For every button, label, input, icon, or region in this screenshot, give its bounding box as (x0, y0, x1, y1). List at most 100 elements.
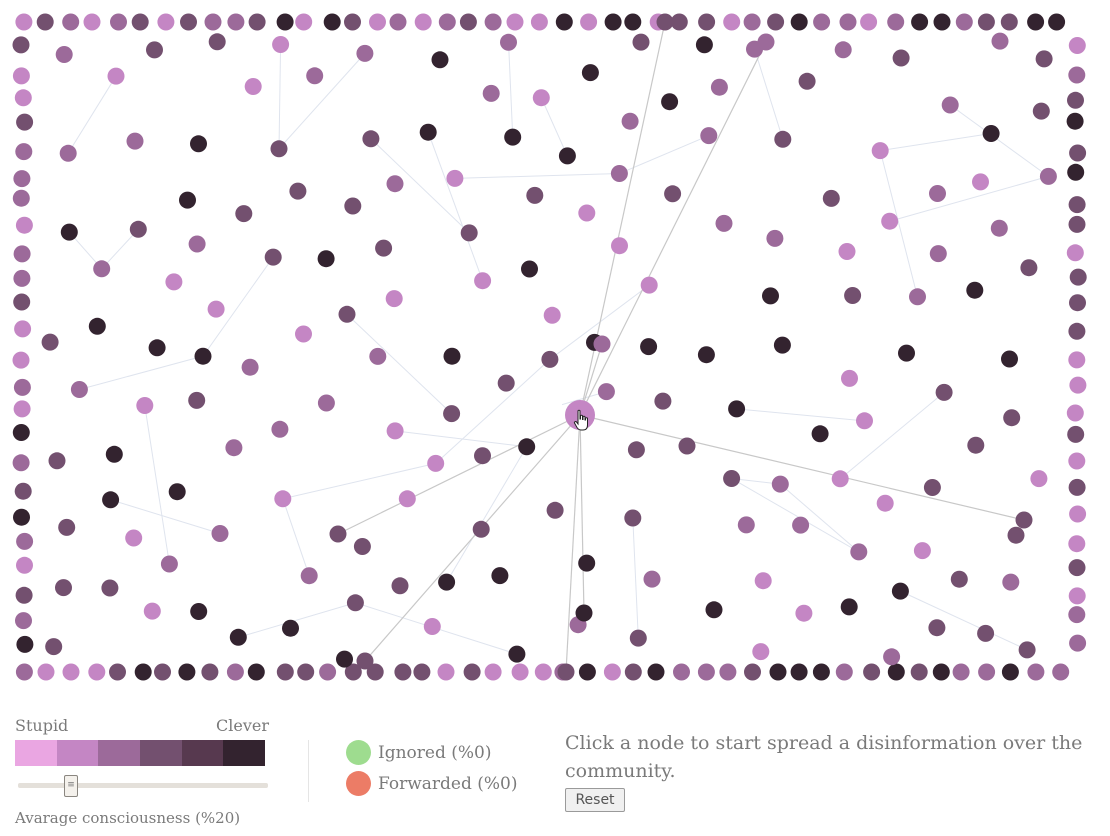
graph-node[interactable] (624, 13, 642, 31)
graph-node[interactable] (369, 13, 386, 31)
graph-node[interactable] (346, 594, 364, 612)
graph-node[interactable] (126, 132, 144, 150)
graph-node[interactable] (822, 189, 840, 207)
graph-node[interactable] (190, 603, 208, 620)
graph-node[interactable] (394, 663, 412, 681)
graph-node[interactable] (474, 272, 492, 290)
graph-node[interactable] (982, 125, 1000, 142)
graph-node[interactable] (541, 350, 559, 368)
graph-node[interactable] (443, 347, 461, 365)
graph-node[interactable] (319, 663, 337, 681)
graph-node[interactable] (863, 663, 881, 681)
graph-node[interactable] (323, 13, 341, 31)
graph-node[interactable] (1039, 167, 1057, 185)
graph-node[interactable] (389, 13, 407, 31)
graph-node[interactable] (990, 219, 1008, 237)
graph-node[interactable] (1001, 663, 1019, 681)
graph-node[interactable] (356, 652, 374, 670)
graph-node[interactable] (506, 13, 524, 31)
graph-node[interactable] (838, 243, 856, 260)
graph-node[interactable] (1069, 634, 1087, 652)
graph-node[interactable] (546, 501, 564, 519)
graph-node[interactable] (1003, 409, 1021, 427)
graph-node[interactable] (101, 579, 119, 597)
graph-node[interactable] (276, 663, 294, 681)
graph-node[interactable] (643, 570, 661, 588)
graph-node[interactable] (386, 422, 404, 440)
graph-node[interactable] (952, 663, 970, 681)
graph-node[interactable] (484, 13, 502, 31)
graph-node[interactable] (45, 638, 63, 656)
graph-node[interactable] (1030, 470, 1048, 488)
graph-node[interactable] (188, 235, 206, 253)
graph-node[interactable] (1069, 268, 1087, 286)
graph-node[interactable] (12, 454, 30, 472)
graph-node[interactable] (812, 663, 830, 681)
graph-node[interactable] (670, 13, 688, 31)
graph-node[interactable] (578, 554, 596, 572)
graph-node[interactable] (881, 212, 899, 230)
graph-node[interactable] (13, 170, 31, 188)
graph-node[interactable] (1069, 505, 1087, 523)
graph-node[interactable] (928, 619, 946, 637)
graph-node[interactable] (431, 51, 449, 69)
graph-node[interactable] (790, 13, 808, 31)
graph-node[interactable] (134, 663, 152, 681)
graph-node[interactable] (977, 624, 995, 642)
graph-node[interactable] (229, 628, 247, 646)
graph-node[interactable] (270, 140, 288, 158)
graph-node[interactable] (1007, 526, 1025, 544)
graph-node[interactable] (180, 13, 197, 31)
graph-node[interactable] (398, 490, 416, 508)
graph-node[interactable] (578, 663, 596, 681)
graph-node[interactable] (737, 516, 755, 534)
graph-node[interactable] (207, 300, 225, 318)
graph-node[interactable] (235, 205, 253, 223)
graph-node[interactable] (226, 663, 244, 681)
graph-node[interactable] (157, 13, 175, 31)
graph-node[interactable] (338, 305, 356, 323)
graph-node[interactable] (1068, 196, 1086, 214)
graph-node[interactable] (909, 288, 926, 306)
graph-node[interactable] (1068, 587, 1086, 605)
graph-node[interactable] (723, 470, 741, 487)
graph-node[interactable] (640, 276, 658, 294)
graph-node[interactable] (1067, 425, 1085, 443)
graph-node[interactable] (913, 542, 931, 560)
graph-node[interactable] (813, 13, 831, 31)
graph-node[interactable] (190, 135, 207, 153)
graph-node[interactable] (839, 13, 857, 31)
graph-node[interactable] (1067, 163, 1085, 181)
graph-node[interactable] (795, 604, 813, 622)
graph-node[interactable] (744, 663, 761, 681)
graph-node[interactable] (15, 586, 33, 604)
graph-node[interactable] (892, 49, 910, 67)
graph-node[interactable] (1069, 294, 1086, 312)
graph-node[interactable] (131, 13, 149, 31)
graph-node[interactable] (1068, 215, 1086, 233)
graph-node[interactable] (624, 663, 642, 681)
graph-node[interactable] (518, 438, 536, 456)
graph-node[interactable] (385, 290, 403, 308)
graph-node[interactable] (1068, 322, 1086, 340)
graph-node[interactable] (627, 441, 645, 459)
graph-node[interactable] (632, 33, 650, 51)
graph-node[interactable] (60, 223, 78, 241)
graph-node[interactable] (1020, 259, 1038, 277)
graph-node[interactable] (1068, 66, 1086, 84)
graph-node[interactable] (580, 13, 598, 31)
graph-node[interactable] (656, 13, 674, 31)
graph-node[interactable] (446, 169, 464, 187)
graph-node[interactable] (698, 13, 716, 31)
graph-node[interactable] (460, 224, 478, 242)
graph-node[interactable] (923, 479, 941, 496)
graph-node[interactable] (752, 643, 770, 661)
graph-node[interactable] (929, 245, 947, 263)
graph-node[interactable] (792, 516, 810, 534)
graph-node[interactable] (611, 237, 628, 255)
graph-node[interactable] (179, 191, 196, 209)
graph-node[interactable] (178, 663, 196, 681)
graph-node[interactable] (13, 269, 31, 287)
graph-node[interactable] (1068, 351, 1086, 369)
graph-node[interactable] (272, 36, 290, 53)
